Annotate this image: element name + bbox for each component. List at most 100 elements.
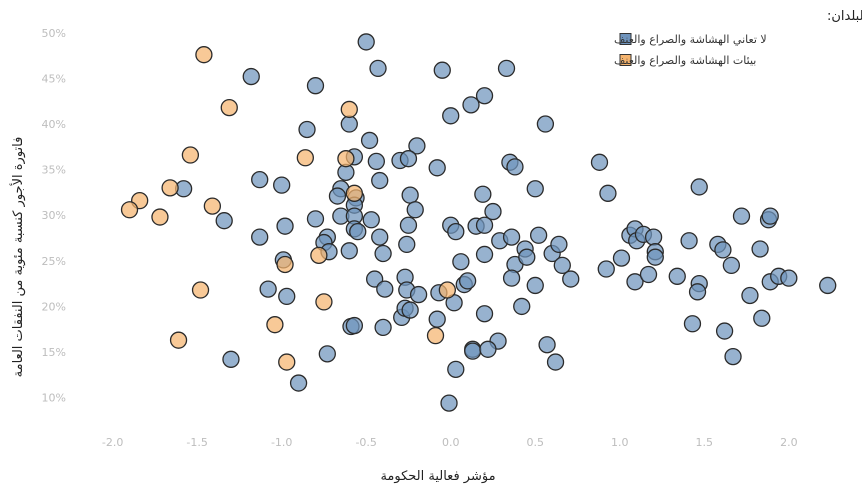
data-point-non-fcv [680,232,698,250]
data-point-fcv [151,208,169,226]
data-point-non-fcv [529,226,548,244]
data-point-non-fcv [462,96,480,114]
data-point-fcv [220,98,238,117]
data-point-non-fcv [562,270,580,288]
data-point-non-fcv [398,235,416,254]
data-point-non-fcv [502,269,521,287]
data-point-fcv [276,255,294,274]
x-tick-label: -1.5 [186,436,207,449]
data-point-non-fcv [428,310,446,328]
data-point-non-fcv [306,77,325,95]
data-point-non-fcv [318,345,336,363]
data-point-non-fcv [345,316,364,335]
x-tick-label: 1.0 [611,436,629,449]
data-point-non-fcv [497,59,516,78]
data-point-non-fcv [526,276,544,295]
data-point-non-fcv [376,280,394,298]
data-point-non-fcv [278,287,296,306]
data-point-non-fcv [251,228,269,246]
data-point-non-fcv [428,159,446,177]
data-point-non-fcv [502,228,521,246]
data-point-non-fcv [722,256,741,275]
data-point-non-fcv [340,242,358,260]
data-point-non-fcv [597,260,615,278]
data-point-non-fcv [340,115,358,133]
y-axis-ticks: 10% 15% 20% 25% 30% 35% 40% 45% 50% [42,27,66,405]
data-point-non-fcv [518,248,536,266]
data-point-fcv [169,331,188,349]
data-point-non-fcv [526,180,544,198]
data-point-non-fcv [479,340,497,358]
data-point-non-fcv [215,212,233,230]
data-point-non-fcv [371,228,389,246]
data-point-non-fcv [646,248,664,266]
data-point-non-fcv [751,240,769,258]
data-point-non-fcv [639,265,658,284]
data-point-non-fcv [612,249,631,267]
legend-swatch-fcv [619,54,632,66]
data-point-non-fcv [399,150,418,168]
y-tick-label: 20% [42,300,66,313]
data-point-non-fcv [276,217,294,235]
y-tick-label: 30% [42,209,66,222]
data-point-non-fcv [538,336,556,354]
x-tick-label: -0.5 [355,436,376,449]
data-point-non-fcv [440,394,458,412]
data-point-non-fcv [222,350,240,368]
data-point-non-fcv [371,171,389,190]
data-point-non-fcv [447,360,465,379]
data-point-non-fcv [360,131,379,150]
y-tick-label: 10% [42,392,66,405]
y-tick-label: 45% [42,72,66,85]
data-point-non-fcv [553,256,571,275]
data-point-non-fcv [273,176,291,194]
data-point-non-fcv [464,342,482,360]
data-point-fcv [340,100,358,119]
data-point-non-fcv [506,158,524,176]
data-point-non-fcv [289,374,308,392]
x-tick-label: 0.0 [442,436,460,449]
data-point-non-fcv [458,272,477,290]
data-point-fcv [266,316,284,334]
data-point-non-fcv [259,280,277,298]
data-point-non-fcv [513,297,531,316]
data-point-fcv [181,146,200,164]
data-point-non-fcv [362,211,380,229]
data-point-fcv [120,201,139,219]
data-point-non-fcv [409,285,428,304]
data-point-fcv [337,150,355,168]
data-point-non-fcv [447,222,465,241]
data-point-non-fcv [374,244,392,263]
data-point-non-fcv [550,235,568,254]
data-point-non-fcv [452,253,470,271]
data-point-non-fcv [251,170,269,189]
data-point-non-fcv [715,322,734,340]
legend-label-fcv: بيئات الهشاشة والصراع والعنف [614,54,756,67]
y-tick-label: 40% [42,118,66,131]
data-point-fcv [191,281,210,299]
x-tick-label: -1.0 [271,436,292,449]
legend: تصنيف البلدان: لا تعاني الهشاشة والصراع … [614,9,862,67]
data-point-non-fcv [683,315,702,333]
data-point-non-fcv [367,152,385,171]
data-point-non-fcv [401,186,419,204]
data-point-non-fcv [408,137,426,155]
data-point-non-fcv [328,187,347,205]
data-point-non-fcv [819,276,837,295]
data-point-non-fcv [369,59,387,78]
data-point-non-fcv [357,33,375,51]
data-point-non-fcv [442,107,460,125]
y-tick-label: 50% [42,27,66,40]
data-point-fcv [315,293,333,311]
data-point-non-fcv [374,318,392,337]
data-point-non-fcv [399,216,418,234]
legend-swatch-non-fcv [619,33,632,45]
x-tick-label: -2.0 [102,436,123,449]
data-point-non-fcv [475,87,494,105]
data-point-fcv [426,326,445,345]
data-point-non-fcv [644,228,663,246]
data-point-non-fcv [349,222,367,241]
data-point-non-fcv [406,201,424,219]
legend-label-non-fcv: لا تعاني الهشاشة والصراع والعنف [614,33,767,46]
